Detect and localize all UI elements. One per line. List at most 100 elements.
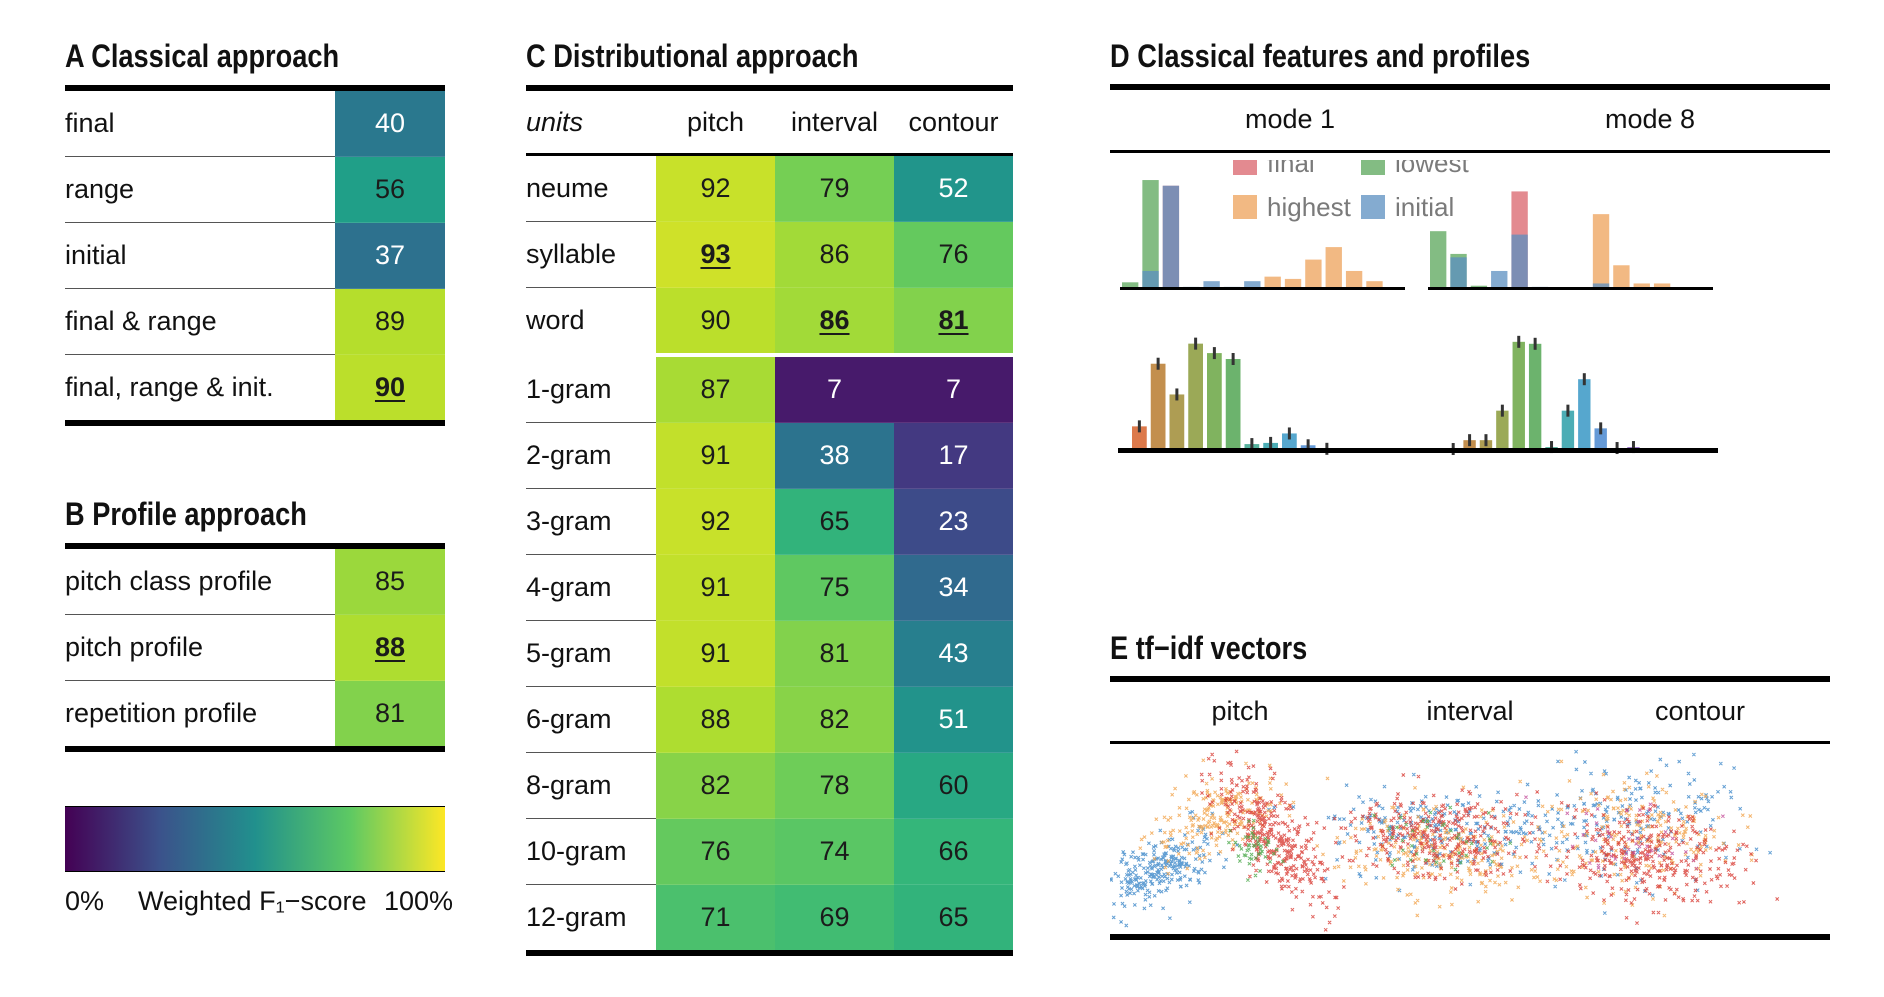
feature-bar-lowest <box>1430 231 1447 288</box>
legend-label-final: final <box>1267 160 1315 178</box>
distributional-row: 3-gram 92 65 23 <box>526 488 1013 555</box>
distributional-row-label: neume <box>526 154 656 222</box>
tfidf-pitch-header: pitch <box>1211 696 1269 726</box>
distributional-row: 1-gram 87 7 7 <box>526 353 1013 423</box>
feature-bar-highest <box>1613 265 1630 288</box>
profile-row-label: repetition profile <box>65 680 335 752</box>
legend-swatch-highest <box>1233 195 1257 219</box>
distributional-cell-interval: 75 <box>775 554 894 621</box>
legend-swatch-lowest <box>1361 160 1385 175</box>
classical-row: initial 37 <box>65 222 445 289</box>
profile-row-value: 85 <box>335 546 445 615</box>
distributional-cell-pitch: 71 <box>656 884 775 956</box>
distributional-approach-table: units pitch interval contour neume 92 79 52 syll… <box>526 85 1013 956</box>
distributional-row: 10-gram 76 74 66 <box>526 818 1013 885</box>
distributional-cell-contour: 52 <box>894 154 1013 222</box>
distributional-row-label: 10-gram <box>526 818 656 885</box>
tfidf-interval-header: interval <box>1426 696 1514 726</box>
distributional-cell-contour: 81 <box>894 287 1013 356</box>
interval-cluster-red-points <box>1311 773 1594 891</box>
distributional-row: word 90 86 81 <box>526 287 1013 356</box>
distributional-cell-pitch: 91 <box>656 554 775 621</box>
panel-c-title: C Distributional approach <box>526 38 859 74</box>
colorbar <box>65 806 445 872</box>
distributional-row: 4-gram 91 75 34 <box>526 554 1013 621</box>
distributional-header-row: units pitch interval contour <box>526 88 1013 156</box>
column-header-contour: contour <box>894 88 1013 156</box>
feature-bar-highest <box>1325 247 1342 288</box>
feature-bar-highest <box>1264 276 1281 288</box>
profile-baseline <box>1118 448 1718 453</box>
legend-swatch-final <box>1233 160 1257 175</box>
panel-e-scatter <box>1110 749 1780 932</box>
feature-bar-initial <box>1162 185 1180 288</box>
classical-row-label: range <box>65 156 335 223</box>
profile-row-label: pitch class profile <box>65 546 335 615</box>
panel-e-bottom-rule <box>1110 934 1830 940</box>
feature-bar-highest <box>1284 278 1302 288</box>
distributional-cell-contour: 43 <box>894 620 1013 687</box>
distributional-row: 12-gram 71 69 65 <box>526 884 1013 956</box>
distributional-cell-interval: 81 <box>775 620 894 687</box>
distributional-cell-contour: 23 <box>894 488 1013 555</box>
classical-row-value: 40 <box>335 88 445 157</box>
units-header: units <box>526 88 656 156</box>
distributional-cell-interval: 74 <box>775 818 894 885</box>
colorbar-title: Weighted F₁−score <box>138 886 367 916</box>
distributional-row-label: 6-gram <box>526 686 656 753</box>
pitch-cluster-green-points <box>1226 818 1285 883</box>
feature-bar-lowest <box>1470 285 1488 288</box>
contour-cluster-purple <box>1524 795 1725 871</box>
interval-cluster-green-points <box>1372 805 1513 872</box>
profile-bar <box>1512 341 1525 450</box>
panel-e-header-rule <box>1110 741 1830 744</box>
distributional-cell-interval: 79 <box>775 154 894 222</box>
feature-bar-highest <box>1345 270 1363 288</box>
profile-bar <box>1188 343 1203 450</box>
classical-approach-table: final 40 range 56 initial 37 final & range 89 fi… <box>65 85 445 426</box>
colorbar-min-label: 0% <box>65 886 105 916</box>
feature-bar-lowest <box>1142 180 1159 288</box>
pitch-cluster-red-points <box>1199 749 1346 932</box>
legend-swatch-initial <box>1361 195 1385 219</box>
profile-bar <box>1150 363 1166 450</box>
pitch-cluster-red <box>1199 749 1346 932</box>
distributional-cell-contour: 17 <box>894 422 1013 489</box>
classical-row-label: initial <box>65 222 335 289</box>
feature-bar-initial <box>1244 281 1261 288</box>
distributional-cell-pitch: 88 <box>656 686 775 753</box>
distributional-cell-pitch: 92 <box>656 488 775 555</box>
mode-1-header: mode 1 <box>1244 104 1336 134</box>
profile-bar <box>1225 359 1241 450</box>
pitch-cluster-green <box>1226 818 1285 883</box>
tfidf-contour-header: contour <box>1654 696 1746 726</box>
contour-cluster-red-points <box>1508 791 1780 926</box>
distributional-cell-interval: 7 <box>775 353 894 423</box>
distributional-cell-pitch: 90 <box>656 287 775 356</box>
feature-bar-highest <box>1366 281 1383 288</box>
feature-bar-highest <box>1653 283 1671 288</box>
distributional-cell-interval: 82 <box>775 686 894 753</box>
distributional-row-label: 12-gram <box>526 884 656 956</box>
profile-bar <box>1282 433 1297 450</box>
interval-cluster-red <box>1311 773 1594 891</box>
panel-b-title: B Profile approach <box>65 496 307 532</box>
profile-approach-table: pitch class profile 85 pitch profile 88 repe… <box>65 543 445 752</box>
distributional-cell-interval: 69 <box>775 884 894 956</box>
distributional-row-label: syllable <box>526 221 656 288</box>
distributional-cell-contour: 76 <box>894 221 1013 288</box>
distributional-row: syllable 93 86 76 <box>526 221 1013 288</box>
column-header-pitch: pitch <box>656 88 775 156</box>
contour-cluster-red <box>1508 791 1780 926</box>
profile-bar <box>1132 426 1147 450</box>
profile-bar <box>1169 394 1185 450</box>
distributional-cell-contour: 60 <box>894 752 1013 819</box>
classical-row: final 40 <box>65 88 445 157</box>
profile-row-value: 81 <box>335 680 445 752</box>
distributional-cell-pitch: 91 <box>656 422 775 489</box>
distributional-cell-pitch: 92 <box>656 154 775 222</box>
panel-e-title: E tf−idf vectors <box>1110 630 1308 666</box>
distributional-cell-interval: 38 <box>775 422 894 489</box>
feature-bar-initial <box>1511 234 1528 288</box>
profile-row-value: 88 <box>335 614 445 681</box>
